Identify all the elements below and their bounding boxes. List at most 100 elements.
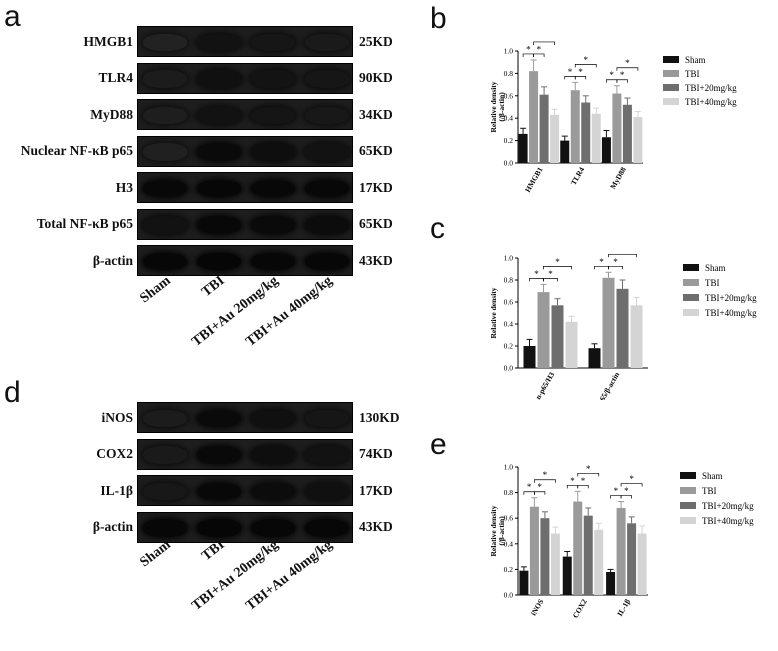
blot-strip-il-1 — [137, 475, 353, 506]
blot-kd-hmgb1: 25KD — [359, 33, 393, 49]
significance-star: * — [624, 486, 629, 496]
blot-label-actin: β-actin — [92, 519, 133, 534]
blot-band — [197, 252, 241, 271]
blot-band — [143, 179, 187, 198]
legend-entry: TBI+20mg/kg — [685, 83, 737, 93]
bar-tbi — [616, 507, 626, 595]
blot-band — [197, 179, 241, 198]
legend-swatch — [663, 70, 679, 77]
bar-sham — [518, 133, 528, 163]
y-tick-label: 1.0 — [504, 463, 514, 472]
y-tick-label: 0.0 — [504, 159, 514, 168]
legend-swatch — [663, 98, 679, 105]
bar-tbi-40mg-kg — [565, 321, 578, 368]
blot-band — [143, 70, 187, 88]
y-axis-label: Relative density — [489, 287, 498, 338]
significance-bracket — [534, 479, 556, 483]
blot-label-cox2: COX2 — [96, 446, 133, 461]
legend-swatch — [680, 517, 696, 524]
significance-bracket — [620, 495, 632, 499]
significance-star: * — [548, 269, 553, 279]
x-category-label: IL-1β — [615, 597, 632, 617]
y-tick-label: 0.8 — [504, 276, 514, 285]
y-axis-label: Relative density — [489, 81, 498, 132]
blot-band — [251, 70, 295, 88]
blot-band — [197, 70, 241, 88]
legend-entry: TBI+20mg/kg — [702, 501, 754, 511]
bar-tbi-40mg-kg — [633, 117, 643, 163]
bar-chart-e: 0.0 0.2 0.4 0.6 0.8 1.0 Relative density (/β-ac… — [489, 463, 754, 620]
y-tick-label: 0.2 — [504, 342, 514, 351]
bar-tbi-20mg-kg — [551, 305, 564, 368]
blot-band — [305, 70, 349, 88]
bar-tbi-40mg-kg — [591, 113, 601, 163]
blot-strip-actin — [137, 245, 353, 276]
legend-entry: TBI — [705, 278, 720, 288]
x-category-label: HMGB1 — [523, 165, 545, 194]
significance-star: * — [614, 486, 619, 496]
blot-band — [197, 519, 241, 537]
blot-band — [251, 216, 295, 234]
legend-entry: Sham — [685, 55, 706, 65]
blot-kd-inos: 130KD — [359, 409, 400, 425]
significance-bracket — [616, 79, 628, 83]
bar-tbi-40mg-kg — [550, 533, 560, 595]
legend-swatch — [683, 264, 699, 271]
blot-strip-inos — [137, 402, 353, 433]
legend-entry: TBI — [702, 486, 717, 496]
bar-tbi — [612, 93, 622, 163]
y-tick-label: 1.0 — [504, 47, 514, 56]
y-tick-label: 0.2 — [504, 136, 514, 145]
blot-band — [197, 106, 241, 125]
bar-sham — [519, 570, 529, 595]
bar-sham — [601, 137, 611, 163]
bar-tbi-20mg-kg — [583, 515, 593, 595]
blot-band — [305, 409, 349, 428]
x-category-label: t-p65/β-actin — [593, 370, 622, 400]
legend-swatch — [683, 279, 699, 286]
y-tick-label: 0.2 — [504, 565, 514, 574]
significance-star: * — [568, 67, 573, 77]
significance-star: * — [620, 250, 625, 255]
significance-bracket — [534, 491, 546, 495]
panel-label-b: b — [430, 2, 447, 35]
blot-band — [197, 33, 241, 52]
x-category-label: n-p65/H3 — [533, 370, 556, 400]
significance-bracket — [608, 265, 623, 270]
significance-star: * — [625, 58, 630, 68]
y-axis-label-unit: (/β-actin) — [497, 516, 506, 546]
blot-band — [143, 519, 187, 537]
blot-label-il-1: IL-1β — [100, 482, 133, 498]
y-axis-label: Relative density — [489, 505, 498, 556]
blot-band — [305, 446, 349, 464]
significance-star: * — [581, 476, 586, 486]
blot-band — [251, 179, 295, 198]
significance-star: * — [599, 257, 604, 267]
significance-star: * — [570, 476, 575, 486]
significance-bracket — [577, 484, 589, 489]
significance-star: * — [555, 257, 560, 267]
bar-tbi-20mg-kg — [581, 102, 591, 163]
legend-entry: TBI+40mg/kg — [685, 97, 737, 107]
blot-band — [143, 252, 187, 271]
significance-bracket — [533, 41, 555, 45]
significance-bracket — [574, 76, 587, 80]
significance-star: * — [527, 482, 532, 492]
bar-tbi — [573, 501, 583, 595]
blot-kd-h3: 17KD — [359, 179, 393, 195]
significance-bracket — [543, 266, 572, 270]
bar-chart-b: 0.0 0.2 0.4 0.6 0.8 1.0 Relative density (/β-ac… — [489, 38, 737, 194]
blot-band — [305, 482, 349, 501]
significance-star: * — [526, 44, 531, 54]
significance-bracket — [608, 253, 637, 258]
bar-tbi-40mg-kg — [550, 114, 560, 163]
y-tick-label: 0.0 — [504, 364, 514, 373]
panel-label-d: d — [4, 376, 21, 409]
panel-label-c: c — [430, 212, 445, 245]
significance-bracket — [577, 472, 600, 477]
blot-label-inos: iNOS — [101, 409, 133, 425]
blot-band — [143, 143, 187, 161]
y-tick-label: 0.4 — [504, 539, 514, 548]
blot-band — [197, 482, 241, 501]
lane-label-tbi: TBI — [199, 273, 228, 301]
